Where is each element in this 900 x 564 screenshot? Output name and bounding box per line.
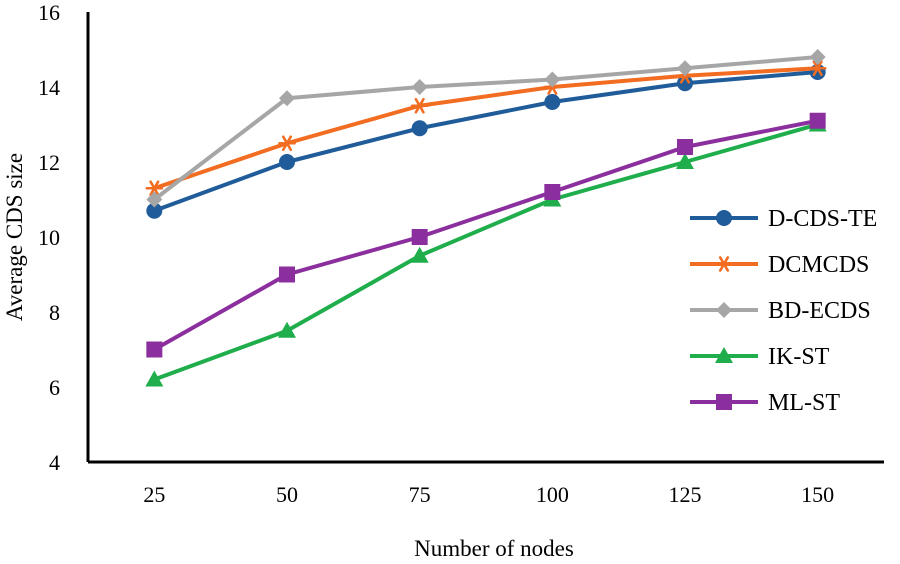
series-line-dcmcds — [153, 66, 818, 191]
data-point-dcmcds — [145, 180, 164, 197]
legend-label: DCMCDS — [768, 252, 869, 278]
asterisk-stroke — [281, 135, 293, 152]
data-point-ik-st — [676, 153, 694, 169]
data-point-d-cds-te — [279, 154, 295, 170]
data-point-dcmcds — [410, 97, 429, 114]
y-tick-label: 10 — [38, 225, 60, 250]
legend-item-bd-ecds: BD-ECDS — [690, 298, 871, 324]
legend-item-dcmcds: DCMCDS — [690, 252, 869, 278]
legend-label: D-CDS-TE — [768, 206, 877, 232]
asterisk-stroke — [812, 60, 823, 77]
legend-marker — [716, 302, 732, 318]
x-tick-label: 125 — [669, 482, 702, 507]
data-point-bd-ecds — [146, 191, 163, 208]
x-tick-label: 25 — [143, 482, 165, 507]
data-point-ml-st — [279, 266, 295, 283]
legend-item-ml-st: ML-ST — [690, 390, 840, 416]
legend: D-CDS-TE DCMCDS BD-ECDS IK-ST ML-ST — [690, 206, 877, 416]
data-point-bd-ecds — [677, 60, 693, 77]
series-layer — [145, 49, 827, 387]
y-tick-label: 6 — [49, 375, 60, 400]
data-point-bd-ecds — [411, 79, 428, 95]
y-tick-label: 16 — [38, 0, 60, 25]
x-tick-label: 75 — [409, 482, 431, 507]
legend-marker — [715, 347, 733, 363]
data-point-dcmcds — [278, 135, 296, 152]
asterisk-stroke — [718, 256, 730, 272]
data-point-bd-ecds — [809, 49, 826, 65]
data-point-ik-st — [410, 246, 429, 263]
data-point-d-cds-te — [411, 120, 428, 137]
data-point-ik-st — [145, 370, 164, 387]
series-line-ml-st — [153, 118, 819, 352]
data-point-ml-st — [677, 139, 693, 155]
data-point-ml-st — [809, 112, 826, 129]
data-point-ml-st — [411, 229, 428, 245]
y-tick-label: 12 — [38, 150, 60, 175]
legend-label: ML-ST — [768, 390, 840, 416]
legend-label: BD-ECDS — [768, 298, 871, 324]
y-tick-label: 4 — [49, 450, 60, 475]
y-tick-label: 14 — [38, 75, 60, 100]
legend-marker — [716, 210, 732, 226]
x-tick-label: 100 — [536, 482, 569, 507]
data-point-ml-st — [544, 184, 561, 200]
data-point-ik-st — [278, 321, 296, 338]
legend-item-ik-st: IK-ST — [690, 344, 830, 370]
x-axis-ticks: 25 50 75 100 125 150 — [143, 482, 834, 507]
asterisk-stroke — [149, 180, 160, 197]
x-tick-label: 50 — [276, 482, 298, 507]
data-point-d-cds-te — [146, 202, 163, 219]
data-point-bd-ecds — [544, 71, 561, 88]
series-ml-st — [146, 112, 826, 358]
y-axis-ticks: 4 6 8 10 12 14 16 — [38, 0, 60, 475]
legend-item-d-cds-te: D-CDS-TE — [690, 206, 877, 232]
series-d-cds-te — [146, 64, 826, 219]
x-tick-label: 150 — [801, 482, 834, 507]
data-point-bd-ecds — [279, 90, 295, 107]
series-line-bd-ecds — [153, 55, 818, 202]
series-line-ik-st — [153, 122, 819, 382]
data-point-ml-st — [146, 341, 163, 358]
legend-marker — [715, 256, 733, 272]
series-bd-ecds — [146, 49, 826, 208]
legend-label: IK-ST — [768, 344, 830, 370]
data-point-d-cds-te — [544, 94, 561, 110]
asterisk-stroke — [414, 97, 425, 114]
x-axis-title: Number of nodes — [414, 536, 574, 561]
data-point-dcmcds — [808, 60, 827, 77]
legend-marker — [716, 394, 732, 410]
y-axis-title: Average CDS size — [2, 153, 27, 321]
series-line-d-cds-te — [153, 70, 818, 213]
data-point-d-cds-te — [677, 75, 693, 92]
y-tick-label: 8 — [49, 300, 60, 325]
